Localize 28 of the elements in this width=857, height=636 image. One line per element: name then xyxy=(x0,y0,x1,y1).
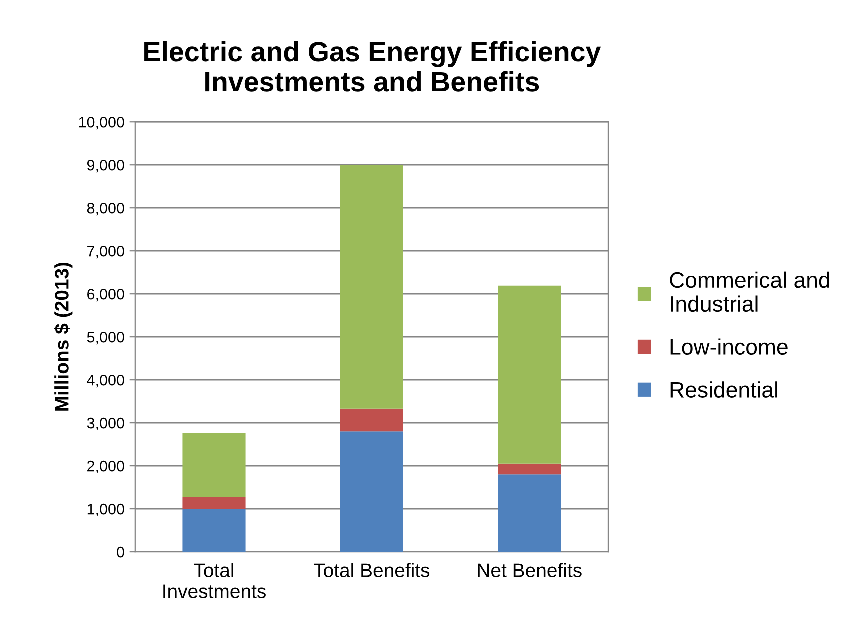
y-tick-label: 4,000 xyxy=(87,374,124,388)
y-tick-label: 5,000 xyxy=(87,332,124,345)
y-tick-label: 6,000 xyxy=(88,288,124,302)
bar xyxy=(340,432,404,552)
bar xyxy=(340,165,404,409)
y-tick-label: 7,000 xyxy=(88,246,124,259)
bar xyxy=(498,286,562,464)
legend-label: Commerical and Industrial xyxy=(670,272,830,312)
legend-label: Low-income xyxy=(670,338,788,356)
y-tick-label: 2,000 xyxy=(88,460,124,474)
y-tick-label: 8,000 xyxy=(87,202,124,216)
bar xyxy=(182,432,246,498)
y-tick-label: 3,000 xyxy=(87,418,124,431)
bar xyxy=(498,464,562,475)
legend-label: Residential xyxy=(670,382,778,398)
y-tick-label: 0 xyxy=(117,546,124,558)
x-tick-label: Total Investments xyxy=(164,563,266,598)
chart-title: Electric and Gas Energy Efficiency Investments and Benefits xyxy=(144,41,602,92)
x-tick-label: Total Benefits xyxy=(314,563,430,578)
bar xyxy=(182,509,246,552)
bar xyxy=(498,474,562,552)
y-tick-label: 1,000 xyxy=(88,504,124,517)
y-tick-label: 9,000 xyxy=(87,160,124,173)
x-tick-label: Net Benefits xyxy=(478,563,582,578)
bar xyxy=(182,497,246,510)
y-axis-title: Millions $ (2013) xyxy=(54,262,73,411)
y-tick-label: 10,000 xyxy=(79,116,124,130)
bar xyxy=(340,408,404,432)
